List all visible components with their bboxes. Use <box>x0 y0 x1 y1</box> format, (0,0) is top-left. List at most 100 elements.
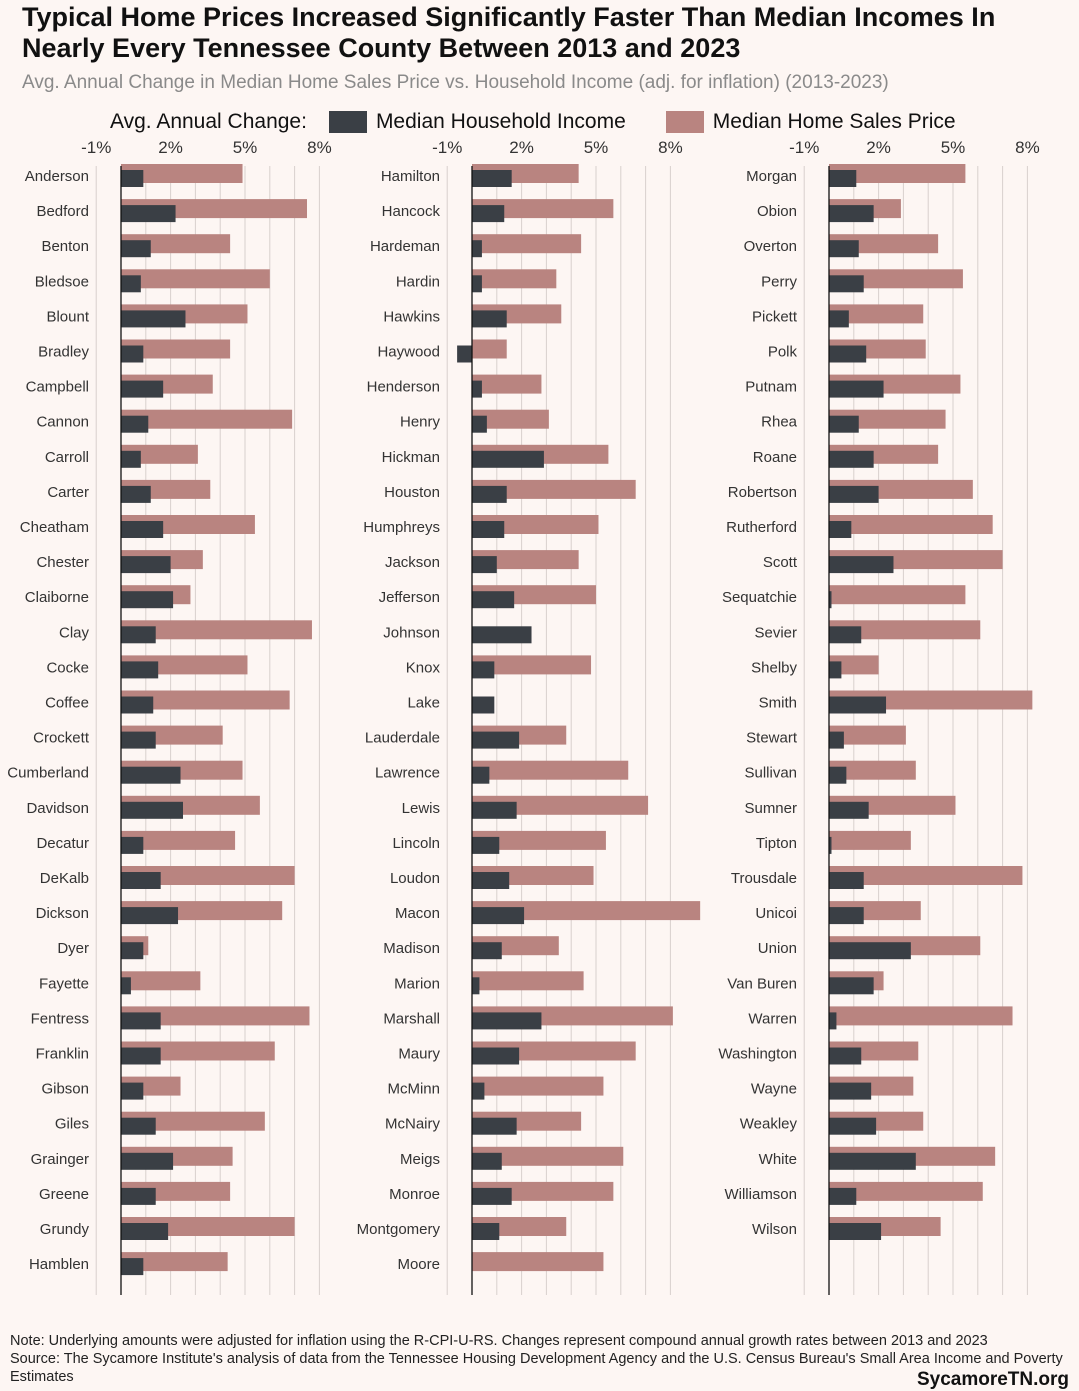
bar-income <box>472 801 517 819</box>
county-label: Decatur <box>36 835 89 852</box>
bar-income <box>829 1187 857 1205</box>
bar-price <box>829 304 924 324</box>
bar-income <box>472 1012 542 1030</box>
county-label: DeKalb <box>40 870 89 887</box>
county-label: Campbell <box>26 379 89 396</box>
bar-income <box>829 696 887 714</box>
tick-label: 8% <box>1015 138 1040 157</box>
bar-income <box>829 1117 877 1135</box>
bar-income <box>121 380 164 398</box>
legend: Avg. Annual Change: Median Household Inc… <box>110 108 956 136</box>
county-label: Bedford <box>36 203 89 220</box>
county-label: Cumberland <box>7 765 89 782</box>
tick-label: -1% <box>81 138 111 157</box>
county-label: Madison <box>383 940 440 957</box>
county-label: Sumner <box>744 800 797 817</box>
bar-income <box>829 661 842 679</box>
county-label: Maury <box>398 1046 440 1063</box>
county-label: Hardin <box>396 273 440 290</box>
bar-price <box>472 830 606 850</box>
tick-label: 2% <box>509 138 534 157</box>
county-label: Marion <box>394 975 440 992</box>
bar-income <box>829 836 832 854</box>
bar-price <box>829 866 1023 885</box>
county-label: Scott <box>763 554 798 571</box>
bar-income <box>829 731 844 749</box>
county-label: Van Buren <box>727 975 797 992</box>
county-label: McNairy <box>385 1116 440 1133</box>
bar-price <box>829 830 911 850</box>
bar-income <box>829 591 832 609</box>
bar-price <box>472 479 636 499</box>
bar-income <box>829 1047 862 1065</box>
bar-price <box>829 760 916 780</box>
bar-price <box>472 655 592 675</box>
bar-income <box>121 977 131 995</box>
county-label: Montgomery <box>357 1221 441 1238</box>
county-label: Humphreys <box>363 519 440 536</box>
county-label: Lake <box>407 695 440 712</box>
county-label: Jackson <box>385 554 440 571</box>
bar-income <box>121 556 171 574</box>
county-label: Dickson <box>36 905 89 922</box>
bar-income <box>829 450 874 468</box>
bar-income <box>829 1223 882 1240</box>
bar-price <box>829 725 906 745</box>
bar-income <box>472 556 497 574</box>
bar-income <box>121 240 151 258</box>
county-label: Marshall <box>383 1010 440 1027</box>
county-label: Bradley <box>38 344 89 361</box>
bar-income <box>829 205 874 223</box>
bar-income <box>121 205 176 223</box>
bar-income <box>121 872 161 889</box>
bar-price <box>472 1146 624 1166</box>
county-label: Fentress <box>31 1010 89 1027</box>
county-label: Lawrence <box>375 765 440 782</box>
county-label: Hancock <box>382 203 441 220</box>
bar-income <box>472 450 544 468</box>
chart-subtitle: Avg. Annual Change in Median Home Sales … <box>22 72 889 93</box>
bar-income <box>472 836 500 854</box>
legend-swatch-income <box>328 111 367 133</box>
bar-income <box>829 626 862 644</box>
bar-income <box>121 1047 161 1065</box>
bar-income <box>472 485 507 503</box>
county-label: Chester <box>36 554 89 571</box>
county-label: Polk <box>768 344 798 361</box>
county-label: Sequatchie <box>722 589 797 606</box>
bar-price <box>472 409 549 429</box>
county-label: Franklin <box>36 1046 89 1063</box>
tick-label: 5% <box>941 138 966 157</box>
bar-income <box>121 1012 161 1030</box>
bar-price <box>472 234 582 254</box>
county-label: Bledsoe <box>35 273 89 290</box>
county-label: Haywood <box>377 344 440 361</box>
county-label: Carter <box>47 484 89 501</box>
bar-income <box>472 626 532 644</box>
legend-swatch-price <box>665 111 704 133</box>
bar-income <box>121 521 164 538</box>
county-label: Fayette <box>39 975 89 992</box>
county-label: Tipton <box>756 835 797 852</box>
county-label: Lincoln <box>392 835 440 852</box>
bar-income <box>829 345 867 363</box>
bar-income <box>457 345 472 363</box>
county-label: Johnson <box>383 624 440 641</box>
county-label: Unicoi <box>755 905 797 922</box>
brand-label: SycamoreTN.org <box>916 1369 1069 1390</box>
bar-price <box>121 269 270 289</box>
county-label: Coffee <box>45 695 89 712</box>
bar-price <box>121 690 290 710</box>
county-label: Rutherford <box>726 519 797 536</box>
bar-price <box>829 1006 1013 1026</box>
bar-income <box>121 696 154 714</box>
county-label: Weakley <box>740 1116 798 1133</box>
bar-income <box>829 766 847 784</box>
bar-income <box>121 626 156 644</box>
bar-income <box>121 836 144 854</box>
county-label: Cannon <box>36 414 89 431</box>
bar-price <box>472 1252 604 1272</box>
county-label: Hawkins <box>383 308 440 325</box>
bar-income <box>829 521 852 538</box>
county-label: Carroll <box>45 449 89 466</box>
